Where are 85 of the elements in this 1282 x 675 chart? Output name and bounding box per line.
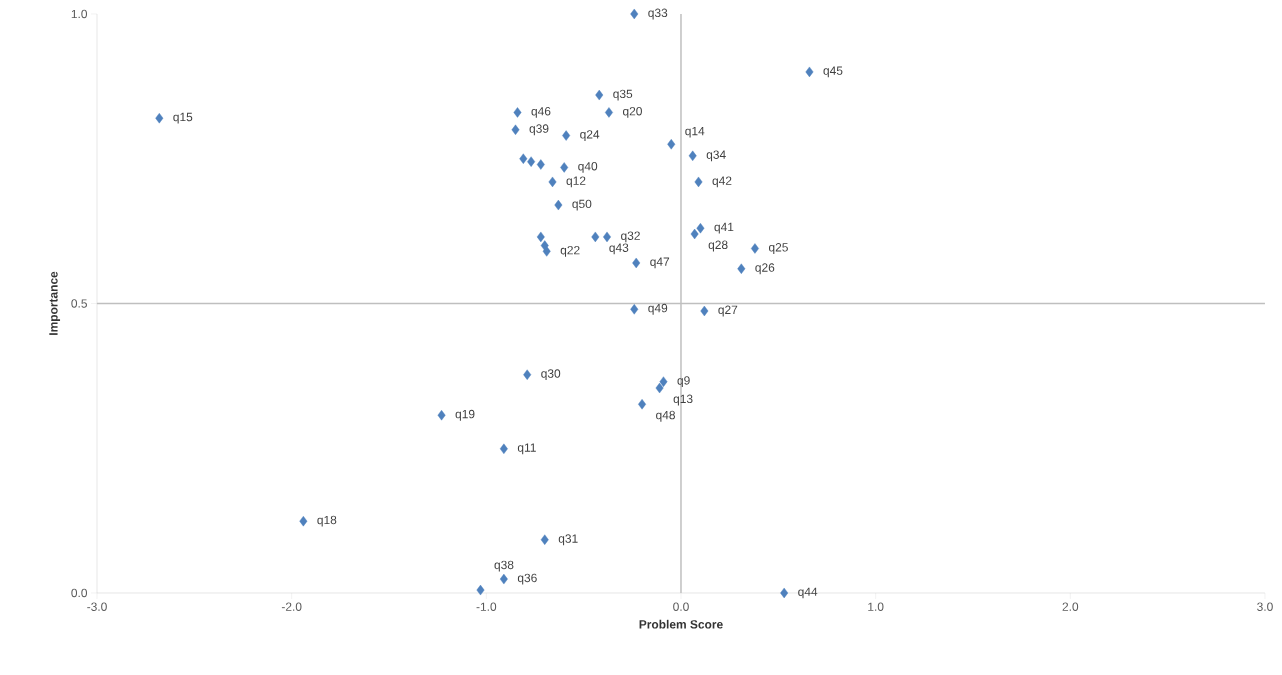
data-label: q19	[455, 409, 475, 421]
x-tick-label: 1.0	[868, 602, 884, 611]
data-label: q11	[517, 443, 536, 455]
point	[632, 257, 641, 269]
point	[476, 584, 485, 596]
data-label: q35	[613, 89, 633, 101]
x-tick-label: 2.0	[1062, 602, 1079, 611]
point	[511, 124, 520, 135]
point	[605, 107, 613, 118]
point	[659, 376, 668, 387]
point	[751, 243, 759, 254]
point	[155, 113, 164, 124]
data-label: q24	[580, 130, 600, 141]
data-label: q31	[558, 534, 578, 546]
point	[630, 8, 639, 20]
data-label: q18	[317, 515, 337, 527]
data-label: q38	[494, 560, 514, 572]
data-label: q46	[531, 107, 551, 118]
point	[591, 231, 600, 243]
point	[667, 139, 676, 150]
data-label: q40	[578, 162, 598, 173]
data-label: q20	[622, 107, 642, 118]
data-label: q25	[768, 243, 788, 254]
point	[694, 176, 703, 188]
data-label: q43	[609, 243, 629, 255]
point	[630, 304, 639, 315]
data-label: q12	[566, 176, 586, 188]
data-label: q9	[677, 376, 690, 388]
x-tick-label: -3.0	[87, 602, 107, 611]
y-tick-label: 0.5	[71, 299, 87, 308]
point	[554, 199, 563, 211]
data-label: q39	[529, 124, 549, 136]
point	[536, 231, 545, 243]
data-label: q30	[541, 369, 561, 381]
data-label: q34	[706, 150, 726, 162]
point	[805, 66, 814, 78]
point	[688, 150, 697, 162]
x-tick-label: 3.0	[1257, 602, 1273, 611]
point	[638, 399, 647, 410]
point	[548, 176, 557, 188]
point	[780, 587, 789, 599]
data-label: q49	[648, 303, 668, 315]
y-tick-label: 1.0	[71, 9, 88, 19]
data-label: q36	[517, 573, 537, 585]
point	[437, 410, 446, 421]
point	[299, 515, 308, 527]
data-label: q28	[708, 240, 728, 252]
point	[540, 534, 549, 545]
point	[523, 369, 532, 380]
point	[737, 263, 746, 274]
point	[519, 153, 528, 164]
y-tick-label: 0.0	[71, 588, 88, 598]
y-axis-title: Importance	[49, 271, 61, 335]
point	[595, 89, 604, 101]
point	[499, 443, 508, 455]
data-label: q27	[718, 305, 738, 317]
data-label: q13	[673, 394, 693, 406]
point	[696, 223, 705, 234]
point	[499, 573, 508, 585]
x-tick-label: 0.0	[673, 602, 689, 611]
point	[527, 156, 536, 167]
data-label: q32	[621, 231, 640, 243]
data-label: q41	[714, 222, 734, 234]
point	[690, 228, 699, 240]
data-label: q44	[798, 587, 818, 599]
x-tick-label: -1.0	[476, 602, 497, 611]
point	[560, 162, 569, 173]
data-label: q47	[650, 257, 670, 269]
data-label: q26	[755, 263, 775, 275]
point	[536, 159, 545, 170]
point	[562, 130, 571, 141]
data-label: q50	[572, 199, 592, 211]
data-label: q42	[712, 176, 732, 188]
point	[700, 305, 709, 317]
data-label: q45	[823, 66, 843, 78]
point	[655, 382, 664, 394]
data-label: q48	[656, 410, 675, 422]
data-label: q22	[560, 245, 580, 257]
data-label: q15	[173, 112, 193, 124]
data-label: q14	[685, 126, 705, 138]
x-tick-label: -2.0	[281, 602, 302, 611]
point	[513, 107, 522, 118]
data-label: q33	[648, 8, 668, 20]
x-axis-title: Problem Score	[639, 619, 723, 629]
point	[542, 246, 551, 257]
